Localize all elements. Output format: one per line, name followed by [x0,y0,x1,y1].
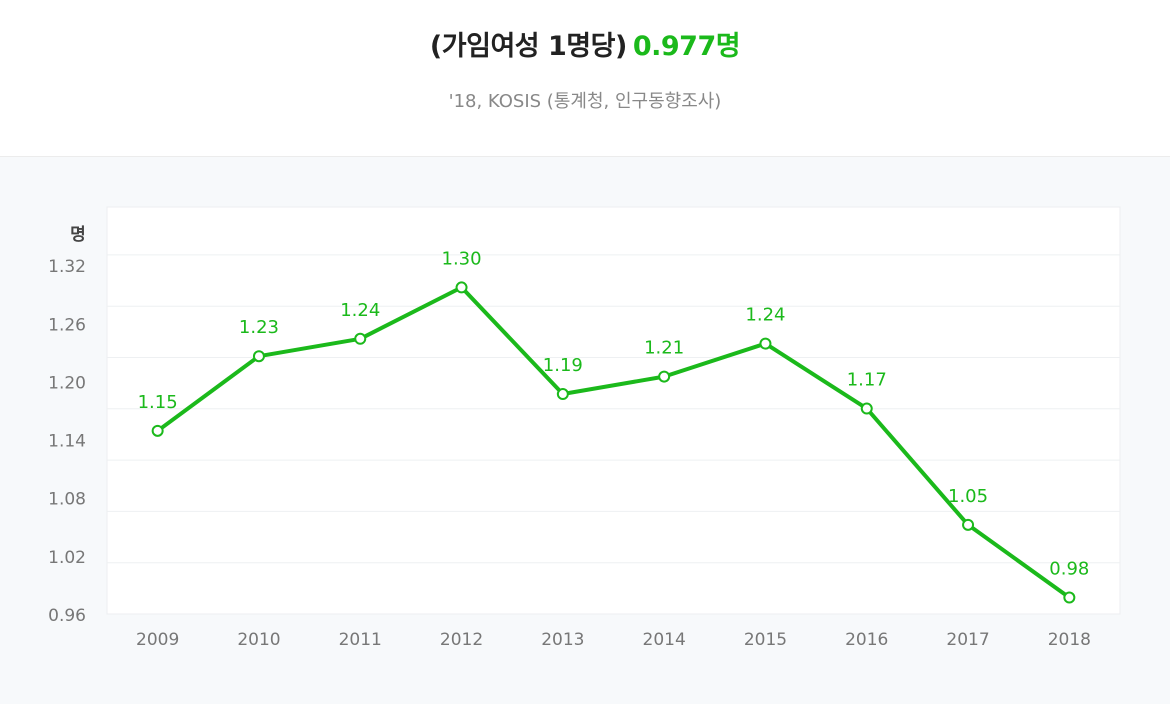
data-point [455,281,468,294]
data-label: 1.05 [948,486,988,507]
y-axis-unit-label: 명 [70,225,86,245]
title-value: 0.977명 [632,31,741,62]
x-tick-label: 2015 [744,630,787,650]
data-label: 1.15 [138,392,178,413]
y-tick-label: 1.26 [48,315,86,335]
data-point [151,424,164,437]
data-point [354,332,367,345]
y-tick-label: 1.02 [48,548,86,568]
data-point [252,350,265,363]
data-label: 1.24 [340,300,380,321]
x-tick-label: 2009 [136,630,179,650]
series-line [155,285,1072,600]
y-tick-label: 1.08 [48,490,86,510]
x-tick-label: 2014 [643,630,686,650]
x-tick-label: 2010 [237,630,280,650]
chart-subtitle: '18, KOSIS (통계청, 인구동향조사) [448,91,722,112]
data-point [860,402,873,415]
data-label: 1.24 [745,305,785,326]
plot-background [106,206,1121,615]
data-point [556,388,569,401]
line-chart: 명 0.96 1.02 1.08 1.14 1.20 1.26 1.32 2009 2010 201… [48,206,1121,650]
x-tick-label: 2012 [440,630,483,650]
y-tick-label: 1.14 [48,432,86,452]
data-label: 1.23 [239,317,279,338]
x-tick-label: 2017 [946,630,989,650]
y-tick-label: 1.32 [48,257,86,277]
data-point [1063,591,1076,604]
data-label: 1.21 [644,338,684,359]
y-tick-label: 1.20 [48,373,86,393]
data-point [962,518,975,531]
data-label: 1.17 [847,370,887,391]
x-tick-label: 2018 [1048,630,1091,650]
data-point [658,370,671,383]
header: (가임여성 1명당) 0.977명 '18, KOSIS (통계청, 인구동향조사… [0,0,1170,157]
data-label: 0.98 [1049,559,1089,580]
x-tick-label: 2011 [339,630,382,650]
data-label: 1.19 [543,355,583,376]
x-tick-label: 2013 [541,630,584,650]
title-text: (가임여성 1명당) [429,31,627,62]
data-point [759,337,772,350]
chart-title: (가임여성 1명당) 0.977명 [0,24,1170,63]
data-label: 1.30 [442,248,482,269]
x-tick-label: 2016 [845,630,888,650]
chart-panel: 명 0.96 1.02 1.08 1.14 1.20 1.26 1.32 2009 2010 201… [0,157,1170,704]
y-tick-label: 0.96 [48,606,86,626]
